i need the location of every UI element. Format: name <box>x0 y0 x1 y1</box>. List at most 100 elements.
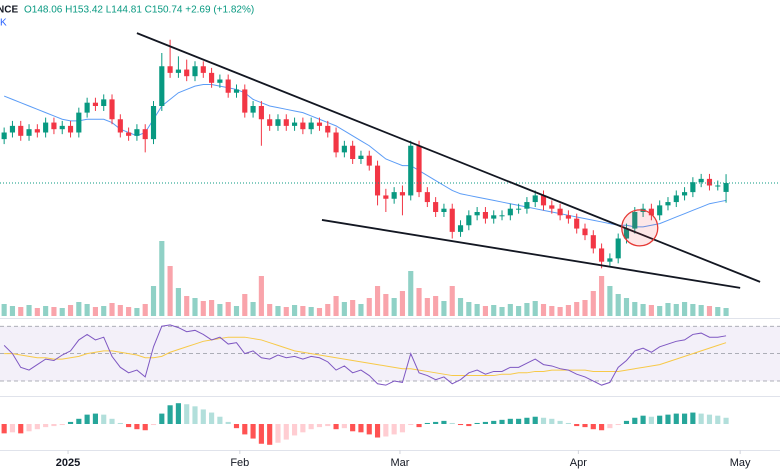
volume-bar <box>673 304 679 316</box>
candle-body <box>623 228 630 239</box>
candle-body <box>499 215 505 217</box>
volume-bar <box>507 304 513 316</box>
volume-bar <box>590 291 596 316</box>
candle-body <box>9 125 16 133</box>
macd-bar <box>607 424 613 429</box>
macd-bar <box>101 414 107 424</box>
candle-body <box>184 69 190 77</box>
candle-body <box>26 129 32 136</box>
candle-body <box>59 125 65 130</box>
macd-bar <box>350 424 356 432</box>
macd-bar <box>590 424 596 430</box>
macd-bar <box>250 424 256 439</box>
volume-bar <box>18 307 24 316</box>
macd-bar <box>524 417 530 424</box>
volume-bar <box>258 276 264 316</box>
volume-bar <box>391 298 397 316</box>
x-tick-label: Feb <box>230 457 249 469</box>
volume-bar <box>549 306 555 316</box>
volume-bar <box>242 294 248 316</box>
volume-bar <box>84 304 90 316</box>
candle-body <box>300 122 306 130</box>
candle-body <box>491 215 497 219</box>
macd-bar <box>482 421 488 424</box>
macd-bar <box>615 424 621 426</box>
candle-body <box>242 89 248 113</box>
candle-body <box>673 195 679 203</box>
candle-body <box>433 202 439 212</box>
volume-bar <box>150 286 157 316</box>
volume-bar <box>134 308 140 316</box>
candle-body <box>374 165 381 196</box>
x-tick-label: Apr <box>570 457 587 469</box>
rsi-band <box>0 326 780 382</box>
volume-bar <box>250 302 256 316</box>
candle-body <box>599 248 605 262</box>
x-tick-label: May <box>730 457 751 469</box>
volume-bar <box>499 307 505 316</box>
candle-body <box>657 205 663 216</box>
macd-bar <box>424 422 430 424</box>
candle-body <box>449 208 455 232</box>
macd-bar <box>200 409 206 424</box>
candle-body <box>200 66 206 73</box>
macd-bar <box>134 424 140 430</box>
macd-bar <box>167 405 173 424</box>
volume-bar <box>200 301 206 316</box>
macd-bar <box>457 424 464 426</box>
volume-bar <box>607 286 613 316</box>
volume-bar <box>175 288 181 316</box>
candle-body <box>524 202 530 209</box>
volume-bar <box>623 298 630 316</box>
candle-body <box>84 102 90 113</box>
candle-body <box>416 145 422 193</box>
candle-body <box>549 205 555 209</box>
volume-bar <box>682 302 688 316</box>
volume-bar <box>308 307 314 316</box>
volume-bar <box>316 308 323 316</box>
volume-bar <box>34 308 40 316</box>
volume-bar <box>399 291 406 316</box>
candle-body <box>51 122 57 130</box>
candle-body <box>167 66 173 73</box>
candle-body <box>267 119 273 126</box>
volume-bar <box>648 305 654 316</box>
volume-bar <box>292 305 298 316</box>
candle-body <box>126 132 132 136</box>
macd-bar <box>258 424 264 444</box>
macd-bar <box>267 424 273 445</box>
macd-bar <box>1 424 7 434</box>
macd-bar <box>358 424 364 433</box>
macd-bar <box>599 424 605 431</box>
volume-bar <box>350 300 356 316</box>
candle-body <box>142 129 148 140</box>
candle-body <box>34 129 40 133</box>
macd-bar <box>665 414 671 424</box>
macd-bar <box>706 414 713 424</box>
candle-body <box>457 225 464 232</box>
candle-body <box>507 208 513 216</box>
moving-average <box>3 83 727 228</box>
candle-body <box>615 238 621 259</box>
candle-body <box>159 66 165 106</box>
candle-body <box>466 215 472 226</box>
macd-bar <box>648 416 654 424</box>
candle-body <box>682 192 688 196</box>
macd-bar <box>374 424 381 438</box>
macd-bar <box>474 422 480 424</box>
macd-bar <box>18 424 24 434</box>
candle-body <box>665 202 671 206</box>
macd-bar <box>126 424 132 428</box>
candle-body <box>557 208 563 216</box>
candle-body <box>192 66 198 77</box>
macd-bar <box>532 416 538 424</box>
volume-bar <box>524 303 530 316</box>
macd-bar <box>292 424 298 436</box>
candle-body <box>424 192 430 203</box>
macd-bar <box>516 418 522 424</box>
macd-bar <box>449 422 455 424</box>
macd-bar <box>623 420 630 424</box>
candle-body <box>482 212 488 219</box>
candle-body <box>101 99 107 106</box>
macd-bar <box>150 424 157 426</box>
